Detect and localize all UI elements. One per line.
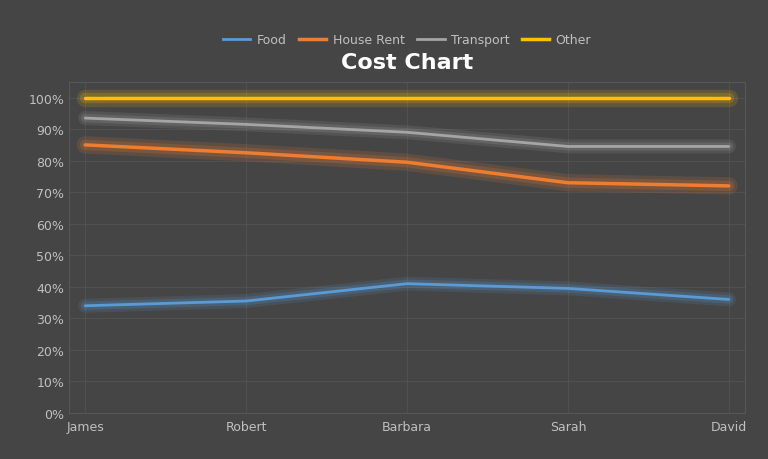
House Rent	[402, 160, 412, 166]
Other	[81, 95, 90, 101]
Line: Transport: Transport	[85, 119, 729, 147]
Line: Food: Food	[85, 284, 729, 306]
Food	[81, 303, 90, 309]
Food	[241, 299, 250, 304]
Other	[724, 95, 733, 101]
Line: House Rent: House Rent	[85, 146, 729, 186]
Other	[402, 95, 412, 101]
Other	[564, 95, 573, 101]
Other	[241, 95, 250, 101]
Legend: Food, House Rent, Transport, Other: Food, House Rent, Transport, Other	[218, 29, 596, 52]
Food	[402, 281, 412, 287]
Transport	[402, 130, 412, 136]
Transport	[724, 145, 733, 150]
Transport	[564, 145, 573, 150]
House Rent	[241, 151, 250, 156]
House Rent	[724, 184, 733, 189]
Title: Cost Chart: Cost Chart	[341, 53, 473, 73]
Food	[724, 297, 733, 302]
House Rent	[81, 143, 90, 148]
Food	[564, 286, 573, 291]
Transport	[81, 116, 90, 122]
Transport	[241, 123, 250, 128]
House Rent	[564, 180, 573, 186]
